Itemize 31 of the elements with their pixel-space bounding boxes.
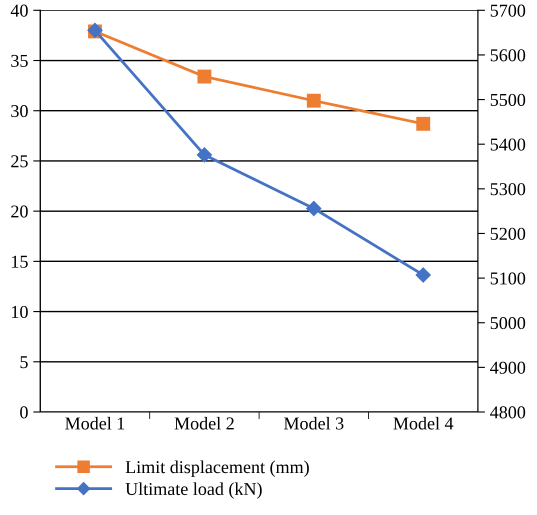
y-tick-label: 10 — [12, 306, 28, 318]
y2-tick-label: 5200 — [490, 228, 526, 240]
point — [416, 267, 431, 283]
point — [306, 94, 321, 108]
point — [416, 116, 430, 131]
y-tick-label: 20 — [11, 205, 28, 218]
legend-label: Ultimate load (kN) — [126, 482, 262, 499]
y-tick-label: 35 — [11, 54, 28, 67]
y2-tick-label: 5000 — [490, 316, 526, 330]
x-tick-label: Model 3 — [284, 416, 344, 430]
point — [197, 70, 212, 84]
y2-tick-label: 5100 — [490, 272, 526, 285]
point — [196, 147, 212, 162]
x-tick-label: Model 1 — [65, 416, 124, 430]
y-tick-label: 30 — [11, 104, 28, 118]
y-tick-label: 25 — [11, 155, 28, 168]
x-tick-label: Model 2 — [174, 416, 234, 430]
y2-tick-label: 5600 — [490, 49, 526, 62]
y2-tick-label: 5700 — [490, 4, 526, 17]
y2-tick-label: 4900 — [490, 362, 526, 374]
y2-tick-label: 5300 — [490, 183, 526, 196]
y2-tick-label: 5500 — [490, 94, 526, 106]
y-tick-label: 5 — [20, 356, 28, 368]
point — [306, 200, 322, 216]
y2-tick-label: 4800 — [490, 406, 526, 418]
legend-label: Limit displacement (mm) — [126, 460, 309, 477]
y-tick-label: 40 — [10, 4, 28, 17]
y-tick-label: 15 — [12, 256, 28, 268]
y-tick-label: 0 — [20, 406, 28, 418]
y2-tick-label: 5400 — [490, 138, 526, 151]
x-tick-label: Model 4 — [393, 416, 454, 430]
